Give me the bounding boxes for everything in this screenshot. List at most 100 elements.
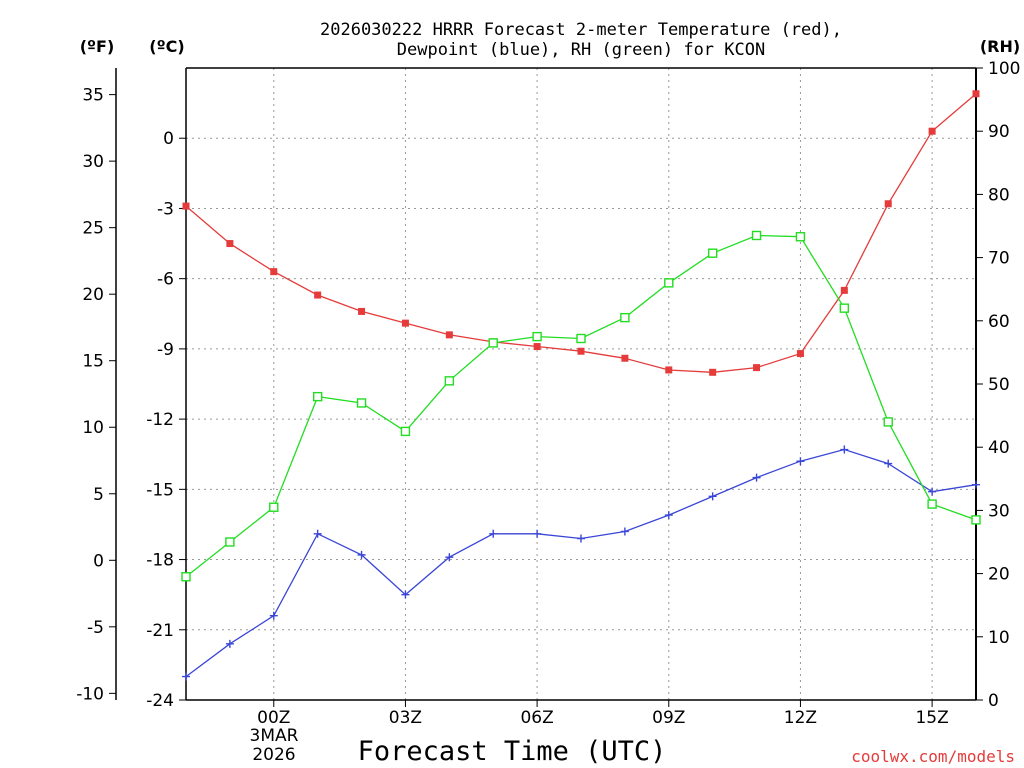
- rh-tick-label-9: 90: [988, 122, 1010, 142]
- temperature-point-2: [270, 268, 278, 276]
- rh-tick-label-10: 100: [988, 59, 1020, 79]
- rh-point-11: [664, 278, 674, 288]
- dewpoint-point-1: [225, 639, 234, 648]
- rh-point-13: [751, 230, 762, 241]
- temperature-point-13: [753, 364, 761, 372]
- temperature-point-16: [884, 200, 892, 208]
- rh-point-15: [839, 303, 850, 313]
- f-tick-label-7: 25: [82, 219, 104, 239]
- temperature-point-18: [972, 90, 980, 98]
- x-tick-label-1: 03Z: [389, 708, 422, 728]
- rh-tick-label-2: 20: [988, 565, 1010, 585]
- rh-point-5: [400, 426, 411, 437]
- dewpoint-point-13: [752, 473, 761, 482]
- axes: 00Z 03Z 06Z 09Z 12Z 15Z -24 -21 -18 -15 -12 -9 -6 -3 0…: [76, 59, 1020, 728]
- credit-text: coolwx.com/models: [851, 747, 1015, 766]
- series-rh: [181, 230, 981, 582]
- rh-point-8: [532, 331, 542, 342]
- dewpoint-point-9: [577, 534, 585, 543]
- rh-point-0: [181, 572, 191, 582]
- dewpoint-point-14: [796, 457, 805, 466]
- x-tick-label-0: 00Z: [257, 708, 290, 728]
- f-tick-label-5: 15: [82, 352, 104, 372]
- rh-point-14: [795, 232, 806, 242]
- series-temperature: [182, 90, 980, 376]
- c-tick-label-6: -6: [157, 270, 174, 290]
- series-line-rh: [185, 234, 977, 578]
- rh-point-9: [576, 333, 586, 344]
- rh-tick-label-3: 30: [988, 501, 1010, 521]
- temperature-point-17: [928, 127, 936, 135]
- f-tick-label-3: 5: [93, 485, 104, 505]
- right-rh-unit-label: (RH): [980, 37, 1020, 56]
- temperature-point-15: [840, 286, 848, 294]
- dewpoint-point-0: [182, 672, 190, 681]
- x-tick-label-5: 15Z: [915, 708, 948, 728]
- rh-tick-label-8: 80: [988, 185, 1010, 205]
- f-tick-label-6: 20: [82, 285, 104, 305]
- grid-lines: [186, 68, 976, 700]
- rh-point-7: [488, 338, 498, 348]
- c-tick-label-1: -21: [146, 621, 174, 641]
- f-tick-label-2: 0: [93, 551, 104, 571]
- c-tick-label-2: -18: [146, 551, 174, 571]
- f-tick-label-0: -10: [76, 684, 104, 704]
- temperature-point-14: [796, 350, 804, 358]
- temperature-point-11: [665, 366, 673, 374]
- x-date-month: 3MAR: [250, 726, 299, 746]
- temperature-point-9: [577, 347, 585, 355]
- rh-point-2: [269, 502, 279, 512]
- rh-point-6: [444, 376, 455, 386]
- temperature-point-8: [533, 343, 541, 351]
- left-c-unit-label: (ºC): [149, 37, 184, 56]
- rh-point-16: [883, 417, 893, 427]
- series-line-temperature: [185, 93, 977, 373]
- dewpoint-point-17: [928, 487, 937, 496]
- rh-point-3: [312, 391, 323, 402]
- dewpoint-point-11: [664, 511, 673, 520]
- rh-point-4: [356, 398, 367, 408]
- x-tick-label-3: 09Z: [652, 708, 685, 728]
- temperature-point-1: [226, 240, 234, 248]
- dewpoint-point-7: [489, 529, 498, 538]
- dewpoint-point-6: [445, 553, 454, 562]
- dewpoint-point-2: [269, 611, 278, 620]
- rh-tick-label-4: 40: [988, 438, 1010, 458]
- dewpoint-point-5: [401, 590, 410, 599]
- c-tick-label-0: -24: [146, 691, 174, 711]
- dewpoint-point-16: [884, 459, 893, 468]
- rh-tick-label-0: 0: [988, 691, 999, 711]
- dewpoint-point-8: [533, 529, 542, 538]
- f-tick-label-8: 30: [82, 152, 104, 172]
- series-dewpoint: [182, 445, 980, 681]
- f-tick-label-4: 10: [82, 418, 104, 438]
- rh-point-12: [707, 248, 718, 258]
- x-date-year: 2026: [252, 745, 295, 765]
- dewpoint-point-10: [620, 527, 629, 536]
- rh-tick-label-6: 60: [988, 312, 1010, 332]
- series-layer: [181, 90, 981, 681]
- temperature-point-5: [401, 319, 409, 327]
- x-axis-title: Forecast Time (UTC): [358, 736, 667, 767]
- dewpoint-point-12: [708, 492, 717, 501]
- rh-point-10: [620, 312, 630, 323]
- c-tick-label-4: -12: [146, 410, 174, 430]
- temperature-point-4: [358, 307, 366, 315]
- chart-subtitle: Dewpoint (blue), RH (green) for KCON: [397, 40, 765, 60]
- x-tick-label-2: 06Z: [520, 708, 553, 728]
- temperature-point-10: [621, 354, 629, 362]
- c-tick-label-5: -9: [157, 340, 174, 360]
- dewpoint-point-3: [313, 529, 322, 538]
- c-tick-label-8: 0: [163, 129, 174, 149]
- temperature-point-6: [445, 331, 453, 339]
- c-tick-label-7: -3: [157, 199, 174, 219]
- rh-tick-label-7: 70: [988, 249, 1010, 269]
- temperature-point-12: [709, 368, 717, 376]
- f-tick-label-1: -5: [87, 618, 104, 638]
- temperature-point-0: [182, 202, 190, 210]
- dewpoint-point-18: [972, 480, 980, 489]
- f-tick-label-9: 35: [82, 86, 104, 106]
- left-f-unit-label: (ºF): [80, 37, 115, 56]
- rh-tick-label-1: 10: [988, 628, 1010, 648]
